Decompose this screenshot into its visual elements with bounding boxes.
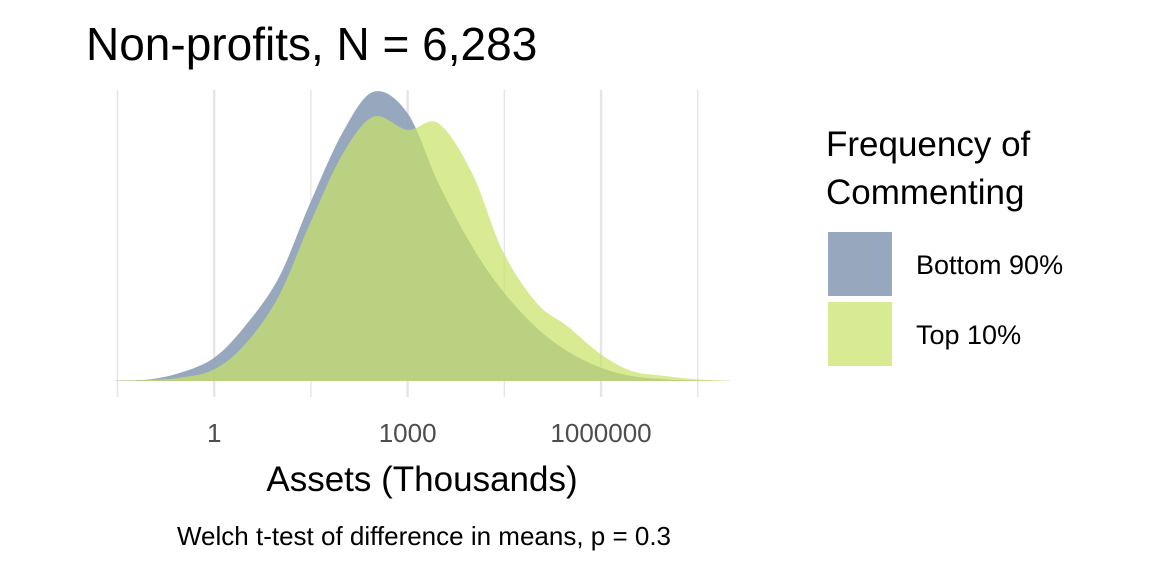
x-tick-labels: 1 1000 1000000 (207, 418, 652, 448)
legend-title-line-2: Commenting (826, 173, 1024, 212)
legend-key-swatch (828, 232, 892, 296)
chart-caption: Welch t-test of difference in means, p =… (177, 521, 671, 551)
chart-title: Non-profits, N = 6,283 (86, 18, 537, 70)
density-area-top-10 (116, 116, 730, 382)
x-axis-title: Assets (Thousands) (266, 460, 577, 499)
plot-panel: 1 1000 1000000 (116, 90, 730, 448)
x-tick-label: 1000 (379, 418, 437, 448)
x-tick-label: 1 (207, 418, 221, 448)
legend-title-line-1: Frequency of (826, 125, 1031, 164)
legend-key-label: Top 10% (916, 320, 1021, 350)
density-areas (116, 91, 730, 382)
legend-key-label: Bottom 90% (916, 250, 1063, 280)
x-tick-label: 1000000 (550, 418, 651, 448)
legend: Frequency of Commenting Bottom 90% Top 10… (826, 125, 1063, 366)
legend-key-swatch (828, 302, 892, 366)
legend-title: Frequency of Commenting (826, 125, 1040, 212)
